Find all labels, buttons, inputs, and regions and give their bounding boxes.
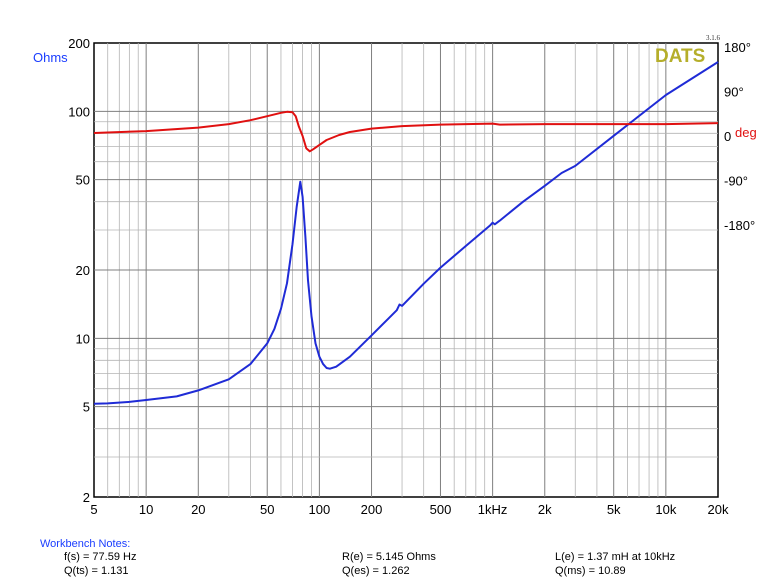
x-tick-label: 20k: [708, 502, 729, 517]
series-lines: [93, 61, 719, 405]
le-note: L(e) = 1.37 mH at 10kHz: [555, 551, 676, 563]
right-axis-label: deg: [735, 125, 757, 140]
right-axis-ticks: 180° 90° 0 -90° -180°: [724, 40, 755, 233]
workbench-notes-title: Workbench Notes:: [40, 538, 131, 550]
x-tick-label: 10: [139, 502, 153, 517]
qes-note: Q(es) = 1.262: [342, 565, 410, 577]
version-label: 3.1.6: [706, 34, 721, 42]
x-axis-ticks: 5 10 20 50 100 200 500 1kHz 2k 5k 10k 20k: [90, 502, 729, 517]
left-axis-label: Ohms: [33, 50, 68, 65]
x-tick-label: 2k: [538, 502, 552, 517]
y-tick-label: 10: [76, 331, 90, 346]
x-tick-label: 20: [191, 502, 205, 517]
x-tick-label: 5k: [607, 502, 621, 517]
x-tick-label: 50: [260, 502, 274, 517]
x-tick-label: 100: [309, 502, 331, 517]
y-tick-label: 50: [76, 173, 90, 188]
re-note: R(e) = 5.145 Ohms: [342, 551, 436, 563]
phase-tick-label: -90°: [724, 174, 748, 189]
y-tick-label: 200: [68, 36, 90, 51]
phase-tick-label: 0: [724, 129, 731, 144]
phase-tick-label: 180°: [724, 40, 751, 55]
left-axis-ticks: 2 5 10 20 50 100 200: [68, 36, 90, 505]
x-tick-label: 500: [430, 502, 452, 517]
y-tick-label: 5: [83, 400, 90, 415]
fs-note: f(s) = 77.59 Hz: [64, 551, 137, 563]
qts-note: Q(ts) = 1.131: [64, 565, 129, 577]
x-tick-label: 1kHz: [478, 502, 508, 517]
grid: [94, 43, 718, 497]
phase-tick-label: -180°: [724, 218, 755, 233]
x-tick-label: 200: [361, 502, 383, 517]
y-tick-label: 20: [76, 263, 90, 278]
x-tick-label: 5: [90, 502, 97, 517]
phase-tick-label: 90°: [724, 85, 744, 100]
y-tick-label: 100: [68, 104, 90, 119]
x-tick-label: 10k: [655, 502, 676, 517]
impedance-line: [93, 61, 719, 405]
impedance-phase-chart: 5 10 20 50 100 200 500 1kHz 2k 5k 10k 20k 251020501…: [33, 34, 757, 517]
dats-logo: DATS: [655, 46, 705, 67]
phase-line: [93, 110, 719, 153]
qms-note: Q(ms) = 10.89: [555, 565, 626, 577]
y-tick-label: 2: [83, 490, 90, 505]
